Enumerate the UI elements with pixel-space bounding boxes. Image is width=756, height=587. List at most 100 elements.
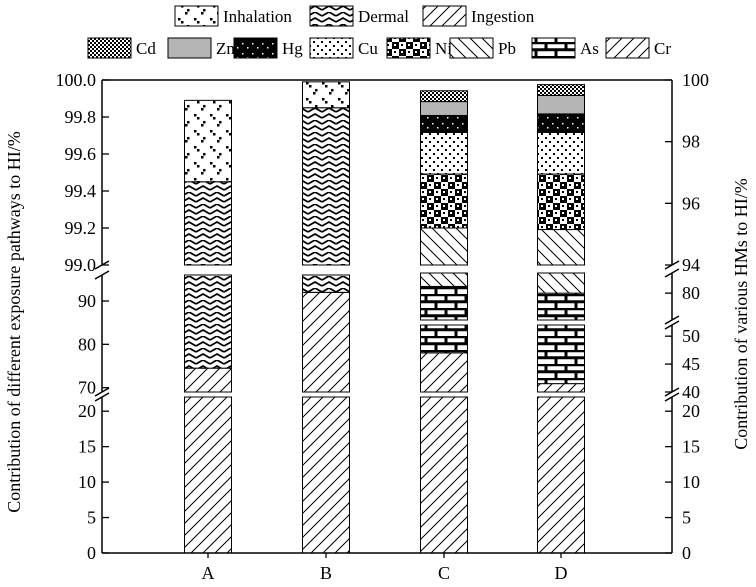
left-tick-label: 90 [78,291,96,311]
legend-swatch-zn [167,37,212,59]
right-break-1-mark-lower [664,392,680,402]
legend-label-dermal: Dermal [358,7,409,26]
legend-swatch-pb [449,37,494,59]
bar-inhalation-b [302,81,350,109]
bar-cd-d [537,84,585,96]
category-labels: A B C D [202,553,568,583]
bar-dermal-b [302,107,350,266]
legend-label-ingestion: Ingestion [471,7,535,26]
bar-ingestion-a [184,396,232,554]
axis-breaks [94,260,680,402]
left-break-2-gap [96,265,108,275]
bar-as-c [420,285,468,321]
legend-label-cd: Cd [136,39,156,58]
legend-label-cr: Cr [654,39,671,58]
right-tick-label: 98 [682,132,700,152]
bar-pb-c [420,227,468,266]
left-break-1-mark-upper [94,387,110,397]
bar-hg-d [537,113,585,133]
bars [184,81,585,554]
legend-label-hg: Hg [282,39,303,58]
right-tick-label: 45 [682,354,700,374]
bar-pb-d [537,229,585,266]
bar-as-d [537,324,585,385]
bar-dermal-b [302,274,350,293]
left-tick-label: 99.4 [65,181,97,201]
bar-cu-c [420,131,468,175]
legend-swatch-inhalation [174,5,219,27]
right-tick-label: 0 [682,543,691,563]
left-tick-label: 99.2 [65,218,97,238]
legend-swatch-ni [386,37,431,59]
right-tick-label: 100 [682,70,709,90]
legend-swatch-hg [233,37,278,59]
right-tick-label: 50 [682,326,700,346]
left-tick-label: 5 [87,508,96,528]
bar-as-c [420,324,468,354]
left-break-2-mark-lower [94,270,110,280]
bar-cr-c [420,396,468,554]
bar-inhalation-a [184,99,232,183]
legend-label-pb: Pb [498,39,516,58]
bar-zn-c [420,101,468,116]
left-tick-label: 0 [87,543,96,563]
legend-swatch-as [531,37,576,59]
right-break-2-gap [666,320,678,325]
left-tick-label: 99.0 [65,255,97,275]
left-tick-label: 80 [78,334,96,354]
right-break-3-gap [666,265,678,273]
right-tick-label: 20 [682,401,700,421]
bar-ni-d [537,173,585,231]
legend-swatch-ingestion [422,5,467,27]
category-label-a: A [202,563,215,583]
bar-cu-d [537,131,585,175]
legend-swatch-cu [309,37,354,59]
bar-cr-d [537,383,585,393]
left-tick-label: 20 [78,401,96,421]
right-break-2-mark-upper [664,315,680,325]
bar-zn-d [537,94,585,115]
left-break-1-gap [96,392,108,397]
bar-cd-c [420,90,468,103]
legend: Inhalation Dermal Ingestion Cd Zn Hg Cu Ni Pb As C… [87,5,671,59]
plot-frame [101,79,673,554]
right-break-2-mark-lower [664,320,680,330]
legend-label-as: As [580,39,599,58]
bar-hg-c [420,114,468,133]
right-tick-label: 40 [682,382,700,402]
legend-label-zn: Zn [216,39,235,58]
bar-as-d [537,292,585,321]
left-break-1-mark-lower [94,392,110,402]
legend-label-ni: Ni [435,39,452,58]
legend-swatch-dermal [309,5,354,27]
left-tick-label: 10 [78,472,96,492]
bar-pb-d [537,272,585,294]
bar-cr-c [420,352,468,393]
category-label-d: D [555,563,568,583]
legend-label-inhalation: Inhalation [223,7,292,26]
left-tick-label: 100.0 [56,70,97,90]
legend-swatch-cd [87,37,132,59]
legend-swatch-cr [605,37,650,59]
bar-dermal-a [184,181,232,266]
legend-label-cu: Cu [358,39,378,58]
right-axis-title: Contribution of various HMs to HI/% [731,178,751,450]
bar-ni-c [420,173,468,229]
bar-ingestion-a [184,367,232,393]
right-tick-label: 10 [682,472,700,492]
right-tick-label: 5 [682,508,691,528]
bar-ingestion-b [302,396,350,554]
ticks: 0 5 10 15 20 70 80 90 99.0 99.2 99.4 99.6 99.8 100.0 0… [56,70,710,563]
right-tick-label: 80 [682,283,700,303]
bar-dermal-a [184,274,232,369]
left-tick-label: 99.8 [65,107,97,127]
bar-cr-d [537,396,585,554]
left-tick-label: 99.6 [65,144,97,164]
left-tick-label: 15 [78,437,96,457]
left-axis-title: Contribution of different exposure pathw… [4,131,24,513]
right-tick-label: 94 [682,255,700,275]
right-tick-label: 96 [682,193,700,213]
category-label-b: B [320,563,332,583]
left-tick-label: 70 [78,378,96,398]
